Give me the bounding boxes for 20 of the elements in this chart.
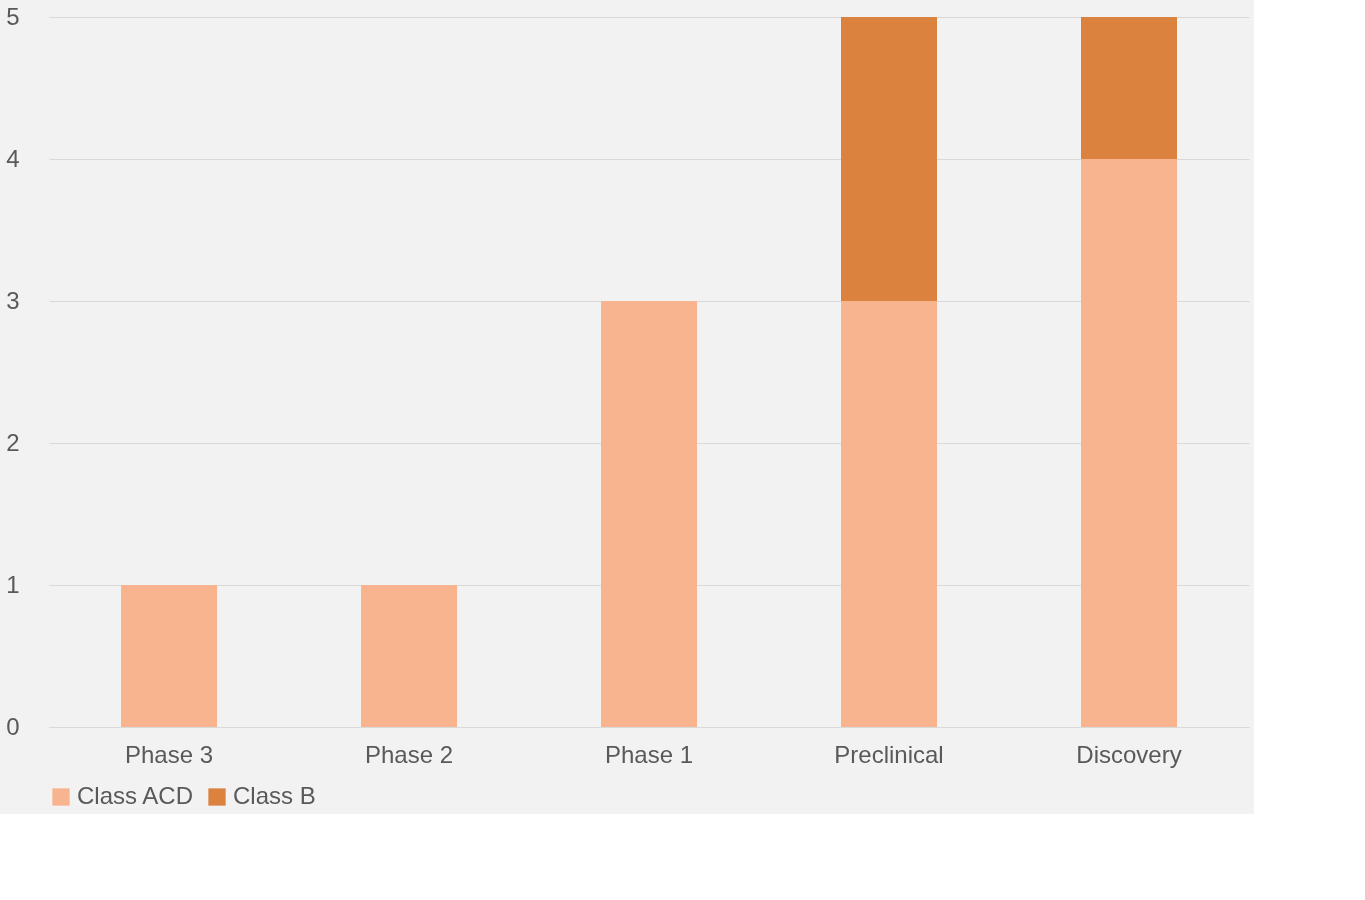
x-tick-label: Phase 3 [124, 740, 214, 768]
bar [361, 585, 457, 727]
x-tick-label: Discovery [1076, 740, 1182, 768]
bar [1081, 17, 1177, 159]
bar [1081, 159, 1177, 727]
x-tick-label: Phase 2 [364, 740, 454, 768]
bar [841, 301, 937, 727]
legend-label: Class ACD [77, 782, 194, 809]
bar [121, 585, 217, 727]
legend-label: Class B [233, 782, 316, 809]
y-tick-label: 0 [6, 712, 20, 740]
bar [841, 17, 937, 301]
x-tick-label: Phase 1 [604, 740, 694, 768]
y-tick-label: 2 [6, 428, 20, 456]
x-tick-label: Preclinical [834, 740, 944, 768]
y-tick-label: 1 [6, 570, 20, 598]
y-tick-label: 4 [6, 144, 20, 172]
y-tick-label: 5 [6, 2, 20, 30]
bar [601, 301, 697, 727]
y-tick-label: 3 [6, 286, 20, 314]
